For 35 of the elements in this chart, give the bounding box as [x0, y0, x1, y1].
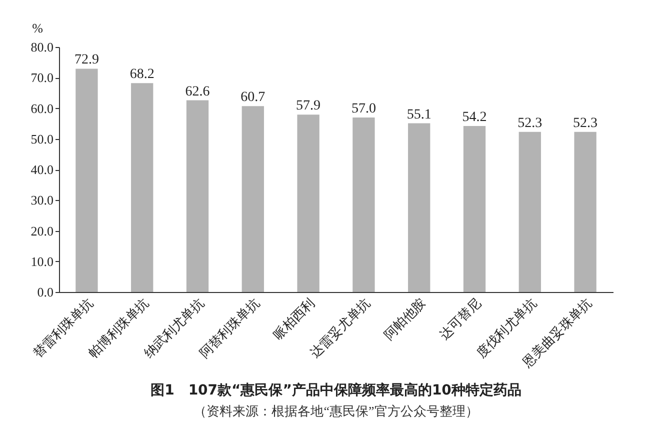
y-tick-label: 60.0 — [30, 100, 54, 116]
bar — [463, 126, 486, 292]
data-label: 72.9 — [74, 52, 99, 68]
bar — [186, 100, 209, 292]
y-tick-label: 20.0 — [30, 223, 54, 238]
data-label: 60.7 — [240, 90, 266, 106]
y-tick-label: 70.0 — [30, 70, 54, 86]
bar — [131, 83, 154, 292]
data-label: 52.3 — [573, 116, 598, 131]
text: （资料来源：根据各地“惠民保”官方公众号整理） — [194, 404, 478, 419]
y-tick-label: 40.0 — [30, 162, 54, 177]
y-tick-label: 80.0 — [30, 40, 54, 54]
x-tick-label: 达可替尼 — [436, 295, 484, 342]
bar — [574, 132, 596, 292]
bar — [242, 106, 264, 292]
data-label: 57.9 — [296, 98, 321, 114]
data-label: 62.6 — [185, 84, 210, 100]
data-label: 68.2 — [130, 67, 154, 82]
y-tick-label: 30.0 — [30, 192, 54, 208]
bar — [518, 132, 541, 292]
bar — [297, 114, 320, 292]
text: 图1 107款“惠民保”产品中保障频率最高的10种特定药品 — [150, 382, 522, 399]
data-label: 57.0 — [351, 101, 376, 116]
y-tick-label: 0.0 — [37, 284, 54, 300]
data-label: 52.3 — [518, 116, 542, 131]
y-tick-label: 50.0 — [30, 131, 54, 146]
x-tick-label: 阿帕他胺 — [380, 295, 428, 342]
x-tick-label: 哌柏西利 — [270, 295, 318, 342]
y-tick-label: 10.0 — [30, 254, 54, 269]
bar — [76, 68, 98, 292]
data-label: 54.2 — [462, 110, 487, 126]
y-axis-title: % — [32, 20, 44, 36]
bar — [352, 117, 375, 292]
bar — [408, 123, 430, 292]
data-label: 55.1 — [406, 107, 432, 122]
